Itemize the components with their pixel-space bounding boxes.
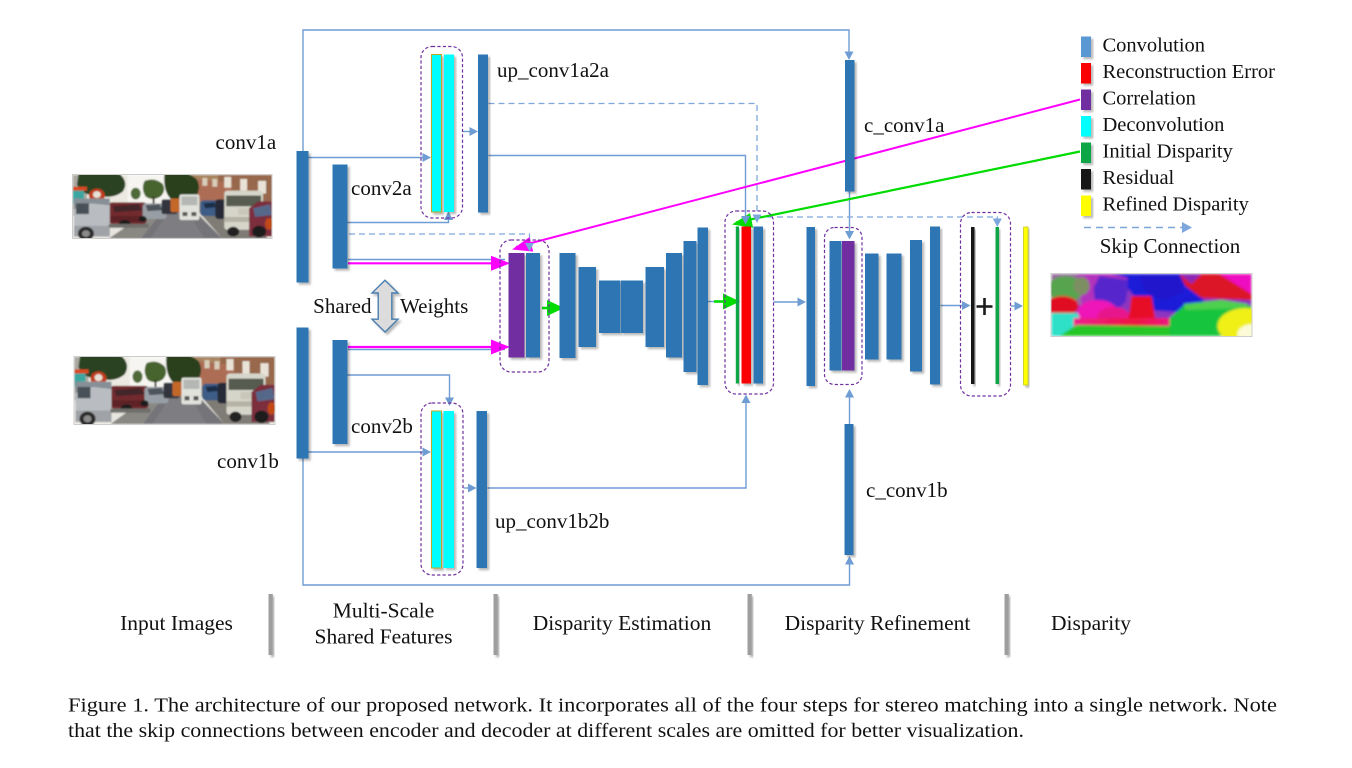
- svg-text:Shared: Shared: [313, 294, 372, 318]
- svg-text:that the skip connections betw: that the skip connections between encode…: [68, 720, 1024, 742]
- svg-text:conv2a: conv2a: [351, 176, 412, 200]
- svg-text:Correlation: Correlation: [1103, 88, 1196, 110]
- svg-text:Shared Features: Shared Features: [315, 625, 453, 649]
- svg-text:c_conv1a: c_conv1a: [864, 113, 945, 137]
- svg-text:c_conv1b: c_conv1b: [866, 478, 948, 502]
- svg-text:up_conv1b2b: up_conv1b2b: [495, 509, 609, 533]
- svg-text:Multi-Scale: Multi-Scale: [333, 599, 435, 623]
- svg-text:conv2b: conv2b: [351, 414, 413, 438]
- svg-text:conv1b: conv1b: [217, 449, 279, 473]
- svg-text:Weights: Weights: [400, 294, 468, 318]
- svg-text:Disparity Refinement: Disparity Refinement: [785, 611, 971, 635]
- svg-text:Initial Disparity: Initial Disparity: [1103, 141, 1234, 163]
- svg-text:conv1a: conv1a: [216, 130, 277, 154]
- svg-text:Convolution: Convolution: [1103, 35, 1206, 57]
- svg-text:Refined Disparity: Refined Disparity: [1103, 194, 1250, 216]
- svg-text:up_conv1a2a: up_conv1a2a: [497, 58, 610, 82]
- svg-text:Skip Connection: Skip Connection: [1100, 234, 1241, 258]
- svg-text:Input Images: Input Images: [120, 611, 233, 635]
- svg-text:Figure 1. The architecture of: Figure 1. The architecture of our propos…: [68, 695, 1277, 717]
- svg-text:Reconstruction Error: Reconstruction Error: [1103, 61, 1276, 83]
- svg-text:Disparity: Disparity: [1051, 611, 1131, 635]
- svg-text:Deconvolution: Deconvolution: [1103, 114, 1225, 136]
- svg-text:Residual: Residual: [1103, 167, 1175, 189]
- svg-text:Disparity Estimation: Disparity Estimation: [533, 611, 712, 635]
